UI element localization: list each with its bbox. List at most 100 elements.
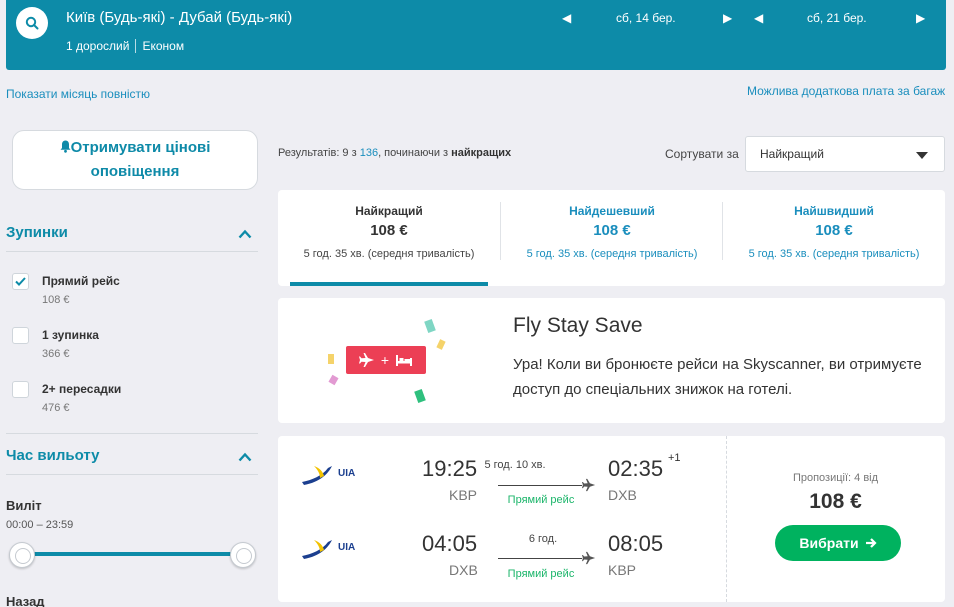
flight-result-card[interactable]: UIA 19:25 KBP 5 год. 10 хв. Прямий рейс … <box>278 436 945 602</box>
next-depart-date-arrow-icon[interactable]: ▶ <box>723 11 733 25</box>
results-prefix: Результатів: 9 з <box>278 147 360 159</box>
results-total-link[interactable]: 136 <box>359 147 379 159</box>
bed-icon <box>396 355 413 366</box>
confetti-decoration <box>414 388 426 404</box>
return-date[interactable]: сб, 21 бер. <box>807 11 867 25</box>
confetti-decoration <box>436 339 446 350</box>
bell-icon <box>60 140 71 153</box>
divider <box>6 433 258 434</box>
uia-logo-icon <box>302 466 332 485</box>
tab-name: Найшвидший <box>794 204 874 218</box>
inbound-duration: 6 год. <box>528 533 558 545</box>
one-stop-checkbox[interactable] <box>12 327 29 344</box>
departure-slider-min-handle[interactable] <box>9 542 35 568</box>
badge-plus: + <box>380 352 390 368</box>
confetti-decoration <box>328 354 334 364</box>
select-label: Вибрати <box>799 535 859 551</box>
tab-price: 108 € <box>370 222 408 239</box>
inbound-stops: Прямий рейс <box>507 568 575 580</box>
chevron-up-icon[interactable] <box>238 452 252 462</box>
alerts-label-line2: оповіщення <box>90 163 180 180</box>
promo-text: Ура! Коли ви бронюєте рейси на Skyscanne… <box>513 356 922 398</box>
offers-count: Пропозиції: 4 від <box>792 472 879 484</box>
flight-price: 108 € <box>809 490 862 513</box>
dropdown-triangle-icon <box>916 152 928 159</box>
tab-duration: 5 год. 35 хв. (середня тривалість) <box>303 248 475 260</box>
tab-best[interactable]: Найкращий 108 € 5 год. 35 хв. (середня т… <box>278 190 500 286</box>
airline-name: UIA <box>338 542 356 553</box>
tab-duration: 5 год. 35 хв. (середня тривалість) <box>526 248 698 260</box>
uia-logo-icon <box>302 540 332 559</box>
filter-price: 108 € <box>42 294 70 306</box>
arrival-day-offset: +1 <box>668 452 681 464</box>
sort-dropdown[interactable]: Найкращий <box>745 136 945 172</box>
two-plus-stops-checkbox[interactable] <box>12 381 29 398</box>
baggage-fees-link[interactable]: Можлива додаткова плата за багаж <box>747 84 946 98</box>
inbound-arrival-airport: KBP <box>608 562 637 578</box>
outbound-stops: Прямий рейс <box>507 494 575 506</box>
prev-return-date-arrow-icon[interactable]: ◀ <box>754 11 764 25</box>
plane-icon <box>582 551 596 565</box>
depart-date[interactable]: сб, 14 бер. <box>616 11 676 25</box>
outbound-arrival-time: 02:35 <box>608 456 664 481</box>
departure-slider-max-handle[interactable] <box>230 542 256 568</box>
flight-path-line <box>498 485 582 486</box>
fly-stay-save-banner[interactable]: + Fly Stay Save Ура! Коли ви бронюєте ре… <box>278 298 945 423</box>
filter-price: 366 € <box>42 348 70 360</box>
direct-checkbox[interactable] <box>12 273 29 290</box>
alerts-label-line1: Отримувати цінові <box>70 139 211 156</box>
tab-name: Найкращий <box>355 204 423 218</box>
plane-icon <box>358 353 374 367</box>
next-return-date-arrow-icon[interactable]: ▶ <box>916 11 926 25</box>
arrow-right-icon <box>865 538 877 548</box>
traveller-summary[interactable]: 1 дорослий Економ <box>66 39 184 53</box>
inbound-arrival-time: 08:05 <box>608 531 664 556</box>
departure-range: 00:00 – 23:59 <box>6 519 74 531</box>
departure-time-filter-title[interactable]: Час вильоту <box>6 447 100 464</box>
divider <box>135 39 137 53</box>
prev-depart-date-arrow-icon[interactable]: ◀ <box>562 11 572 25</box>
filter-label: 2+ пересадки <box>42 382 122 396</box>
show-month-link[interactable]: Показати місяць повністю <box>6 87 151 101</box>
filter-label: 1 зупинка <box>42 328 99 342</box>
passengers-count: 1 дорослий <box>66 39 130 53</box>
chevron-up-icon[interactable] <box>238 229 252 239</box>
search-button[interactable] <box>16 7 48 39</box>
search-icon <box>25 16 39 30</box>
tab-cheapest[interactable]: Найдешевший 108 € 5 год. 35 хв. (середня… <box>501 190 723 286</box>
tab-fastest[interactable]: Найшвидший 108 € 5 год. 35 хв. (середня … <box>723 190 945 286</box>
checkmark-icon <box>15 277 26 286</box>
filter-label: Прямий рейс <box>42 274 120 288</box>
outbound-arrival-airport: DXB <box>608 487 637 503</box>
tab-duration: 5 год. 35 хв. (середня тривалість) <box>748 248 920 260</box>
airline-logo: UIA <box>302 538 362 560</box>
route-title[interactable]: Київ (Будь-які) - Дубай (Будь-які) <box>66 9 293 26</box>
tab-name: Найдешевший <box>569 204 655 218</box>
divider <box>500 202 501 260</box>
results-sort-name: найкращих <box>451 147 512 159</box>
active-tab-indicator <box>290 282 488 286</box>
confetti-decoration <box>328 374 339 386</box>
price-alerts-button[interactable]: Отримувати цінові оповіщення <box>12 130 258 190</box>
results-middle: , починаючи з <box>378 147 452 159</box>
outbound-departure-airport: KBP <box>449 487 478 503</box>
select-flight-button[interactable]: Вибрати <box>775 525 901 561</box>
outbound-departure-time: 19:25 <box>422 456 478 481</box>
divider <box>6 474 258 475</box>
plane-icon <box>582 478 596 492</box>
divider <box>722 202 723 260</box>
sort-value: Найкращий <box>760 147 824 161</box>
filter-price: 476 € <box>42 402 70 414</box>
inbound-departure-airport: DXB <box>449 562 478 578</box>
stops-filter-title[interactable]: Зупинки <box>6 224 68 241</box>
promo-title: Fly Stay Save <box>513 314 643 337</box>
divider <box>6 251 258 252</box>
flight-path-line <box>498 558 582 559</box>
departure-slider-track[interactable] <box>20 552 246 556</box>
return-label: Назад <box>6 594 45 607</box>
confetti-decoration <box>424 318 436 334</box>
airline-name: UIA <box>338 468 356 479</box>
cabin-class: Економ <box>142 39 185 53</box>
sort-label: Сортувати за <box>665 147 739 161</box>
outbound-duration: 5 год. 10 хв. <box>484 459 546 471</box>
